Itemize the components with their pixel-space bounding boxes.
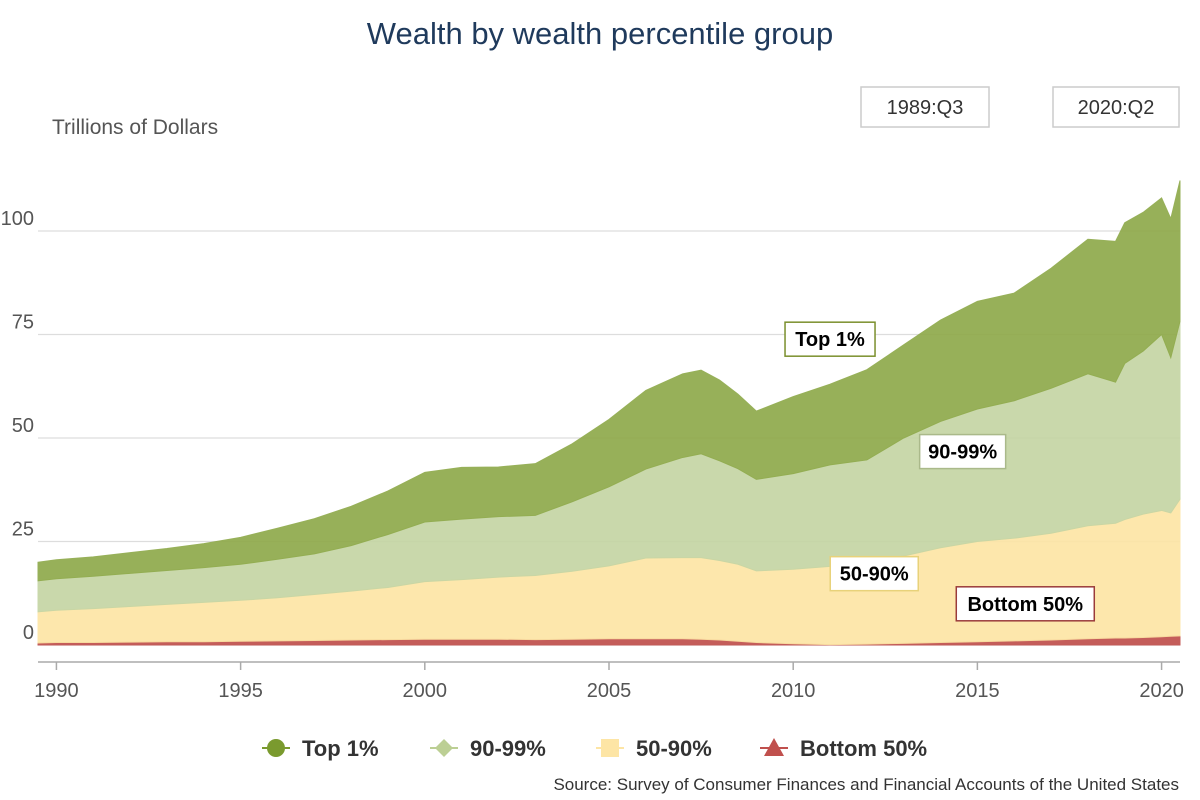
range-start-box[interactable]	[860, 86, 990, 128]
source-note: Source: Survey of Consumer Finances and …	[553, 775, 1179, 794]
y-axis-ticks: 0 25 50 75 100	[1, 208, 34, 644]
stacked-areas	[37, 180, 1181, 646]
annotation-box-50-90	[829, 555, 919, 592]
legend-label: Bottom 50%	[800, 736, 927, 761]
y-tick-label: 100	[1, 208, 34, 230]
range-selector[interactable]: 1989:Q3 2020:Q2	[860, 86, 1180, 128]
y-tick-label: 50	[12, 415, 34, 437]
annotation-label-90-99: 90-99%	[928, 442, 997, 464]
x-tick-label: 2015	[955, 680, 1000, 702]
x-tick-label: 2010	[771, 680, 816, 702]
range-start-label: 1989:Q3	[887, 97, 964, 119]
legend-label: 90-99%	[470, 736, 546, 761]
annotation-box-bottom-50	[955, 586, 1096, 622]
x-tick-label: 1995	[218, 680, 263, 702]
x-tick-label: 2020	[1139, 680, 1184, 702]
x-tick-label: 1990	[34, 680, 79, 702]
legend-label: 50-90%	[636, 736, 712, 761]
annotation-label-50-90: 50-90%	[840, 564, 909, 586]
legend-item-90-99[interactable]: 90-99%	[430, 736, 546, 761]
y-tick-label: 0	[23, 622, 34, 644]
legend-item-top-1[interactable]: Top 1%	[262, 736, 379, 761]
y-tick-label: 25	[12, 519, 34, 541]
legend-item-bottom-50[interactable]: Bottom 50%	[760, 736, 927, 761]
legend-diamond-marker	[435, 739, 453, 757]
x-axis: 1990 1995 2000 2005 2010 2015 2020	[34, 661, 1184, 702]
legend[interactable]: Top 1% 90-99% 50-90% Bottom 50%	[262, 736, 927, 761]
y-axis-label: Trillions of Dollars	[52, 116, 218, 139]
annotation-label-top-1: Top 1%	[795, 329, 865, 351]
legend-circle-marker	[267, 739, 285, 757]
annotation-box-top-1	[784, 321, 876, 357]
legend-label: Top 1%	[302, 736, 379, 761]
annotation-box-90-99	[918, 433, 1007, 470]
legend-item-50-90[interactable]: 50-90%	[596, 736, 712, 761]
legend-triangle-marker	[764, 738, 784, 756]
range-end-box[interactable]	[1052, 86, 1180, 128]
x-tick-label: 2005	[587, 680, 632, 702]
area-top-1	[37, 180, 1181, 582]
series-annotations: Top 1% 90-99% 50-90% Bottom 50%	[784, 321, 1096, 622]
range-end-label: 2020:Q2	[1078, 97, 1155, 119]
x-tick-label: 2000	[403, 680, 448, 702]
legend-square-marker	[601, 739, 619, 757]
y-tick-label: 75	[12, 312, 34, 334]
annotation-label-bottom-50: Bottom 50%	[967, 594, 1083, 616]
chart-title: Wealth by wealth percentile group	[367, 16, 833, 51]
